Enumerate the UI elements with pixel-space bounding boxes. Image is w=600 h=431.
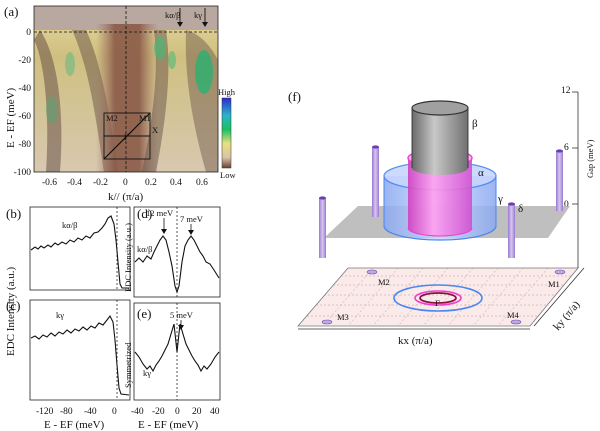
m2-point-label: M2: [378, 277, 390, 287]
panel-f: (f) Γ M2 M1 M3 M4 kx (π/a) ky (π/a): [288, 86, 595, 347]
sym-curve-e: [134, 323, 220, 373]
m1-pocket: [554, 269, 566, 275]
svg-text:20: 20: [192, 407, 202, 417]
colorbar-low: Low: [220, 170, 236, 180]
m2-label: M2: [106, 113, 118, 123]
peak-12mev-label: 12 meV: [146, 208, 174, 218]
svg-text:0: 0: [175, 407, 180, 417]
svg-text:-0.6: -0.6: [42, 178, 57, 188]
m1-label: M1: [139, 113, 151, 123]
svg-text:-80: -80: [60, 407, 73, 417]
delta-rods: [319, 145, 563, 258]
panel-a-xticks: -0.6 -0.4 -0.2 0 0.2 0.4 0.6: [42, 178, 208, 188]
gap-tick-0: 0: [564, 200, 569, 210]
sym-curve-d: [134, 235, 220, 294]
svg-text:-40: -40: [18, 84, 31, 94]
panel-e-curve-label: kγ: [143, 368, 151, 378]
panel-c-xticks: -120 -80 -40 0: [36, 407, 117, 417]
svg-text:-40: -40: [131, 407, 144, 417]
panel-d-label: (d): [137, 206, 152, 221]
peak-5mev-label: 5 meV: [170, 310, 194, 320]
svg-text:-80: -80: [18, 140, 31, 150]
svg-text:-20: -20: [18, 56, 31, 66]
panel-a: (a) M2 M1 Γ X: [4, 4, 236, 203]
colorbar-high: High: [218, 87, 236, 97]
gamma-band-label: γ: [497, 193, 503, 205]
delta-label: δ: [518, 203, 523, 215]
fs-alpha-ring: [414, 290, 462, 306]
panel-e-xlabel: E - EF (meV): [138, 419, 199, 431]
gap-tick-12: 12: [561, 86, 571, 96]
gamma-point-label: Γ: [435, 298, 440, 308]
svg-text:-20: -20: [152, 407, 165, 417]
gamma-label: Γ: [124, 132, 129, 142]
fs-beta-ring: [419, 292, 457, 304]
colorbar: High Low: [218, 87, 236, 180]
svg-text:-60: -60: [18, 112, 31, 122]
svg-text:0: 0: [123, 178, 128, 188]
edc-shared-ylabel: EDC Intensity (a.u.): [5, 266, 17, 356]
svg-text:0.2: 0.2: [145, 178, 157, 188]
k-arrows: kα/β kγ: [165, 8, 208, 27]
panel-c-label: (c): [6, 298, 20, 313]
svg-text:0.6: 0.6: [196, 178, 208, 188]
m1-point-label: M1: [548, 279, 560, 289]
svg-text:0: 0: [112, 407, 117, 417]
panel-e-xticks: -40 -20 0 20 40: [131, 407, 220, 417]
panel-c-curve-label: kγ: [56, 310, 64, 320]
peak-7mev-label: 7 meV: [180, 214, 204, 224]
panel-f-label: (f): [288, 89, 301, 104]
panel-b-curve-label: kα/β: [62, 220, 77, 230]
m4-pocket: [510, 319, 522, 325]
fs-gamma-ring: [393, 284, 483, 312]
panel-b: (b) kα/β: [6, 206, 131, 291]
m2-pocket: [366, 269, 378, 275]
m3-point-label: M3: [337, 312, 349, 322]
svg-text:-120: -120: [36, 407, 54, 417]
m3-pocket: [321, 319, 333, 325]
panel-e-label: (e): [137, 306, 151, 321]
panel-d-curve-label: kα/β: [137, 244, 152, 254]
beta-label: β: [472, 118, 478, 130]
panel-e: (e) 5 meV kγ Symmetrized -40 -20 0 20 40…: [123, 302, 221, 431]
edc-curve-c: [30, 314, 130, 396]
x-label: X: [152, 125, 158, 135]
svg-text:0: 0: [26, 28, 31, 38]
panel-a-label: (a): [4, 4, 18, 19]
alpha-label: α: [478, 167, 484, 179]
svg-text:40: 40: [210, 407, 220, 417]
panel-b-label: (b): [6, 206, 21, 221]
svg-text:0.4: 0.4: [170, 178, 182, 188]
panel-d-ylabel: EDC Intensity (a.u.): [123, 223, 133, 292]
panel-a-yticks: 0 -20 -40 -60 -80 -100: [14, 28, 32, 178]
k-alpha-beta-label: kα/β: [165, 10, 180, 20]
edc-curve-b: [30, 215, 129, 289]
svg-text:-40: -40: [84, 407, 97, 417]
panel-d: (d) 12 meV 7 meV kα/β EDC Intensity (a.u…: [123, 206, 221, 298]
panel-c: (c) kγ -120 -80 -40 0 E - EF (meV): [6, 298, 131, 431]
gap-tick-6: 6: [564, 143, 569, 153]
svg-text:-0.4: -0.4: [67, 178, 82, 188]
beta-cylinder: [411, 100, 469, 175]
ky-axis-label: ky (π/a): [551, 298, 583, 332]
panel-a-ylabel: E - EF (meV): [5, 87, 17, 148]
k-gamma-label: kγ: [194, 10, 202, 20]
panel-c-xlabel: E - EF (meV): [44, 419, 105, 431]
m4-point-label: M4: [507, 310, 520, 320]
panel-e-ylabel: Symmetrized: [123, 342, 133, 388]
svg-text:-100: -100: [14, 168, 32, 178]
brillouin-zone-plane: [297, 267, 579, 327]
cut-box: M2 M1 Γ X: [103, 112, 158, 160]
svg-text:-0.2: -0.2: [93, 178, 108, 188]
panel-a-xlabel: k// (π/a): [108, 191, 144, 203]
gap-axis-label: Gap (meV): [585, 139, 595, 178]
kx-axis-label: kx (π/a): [398, 335, 433, 347]
